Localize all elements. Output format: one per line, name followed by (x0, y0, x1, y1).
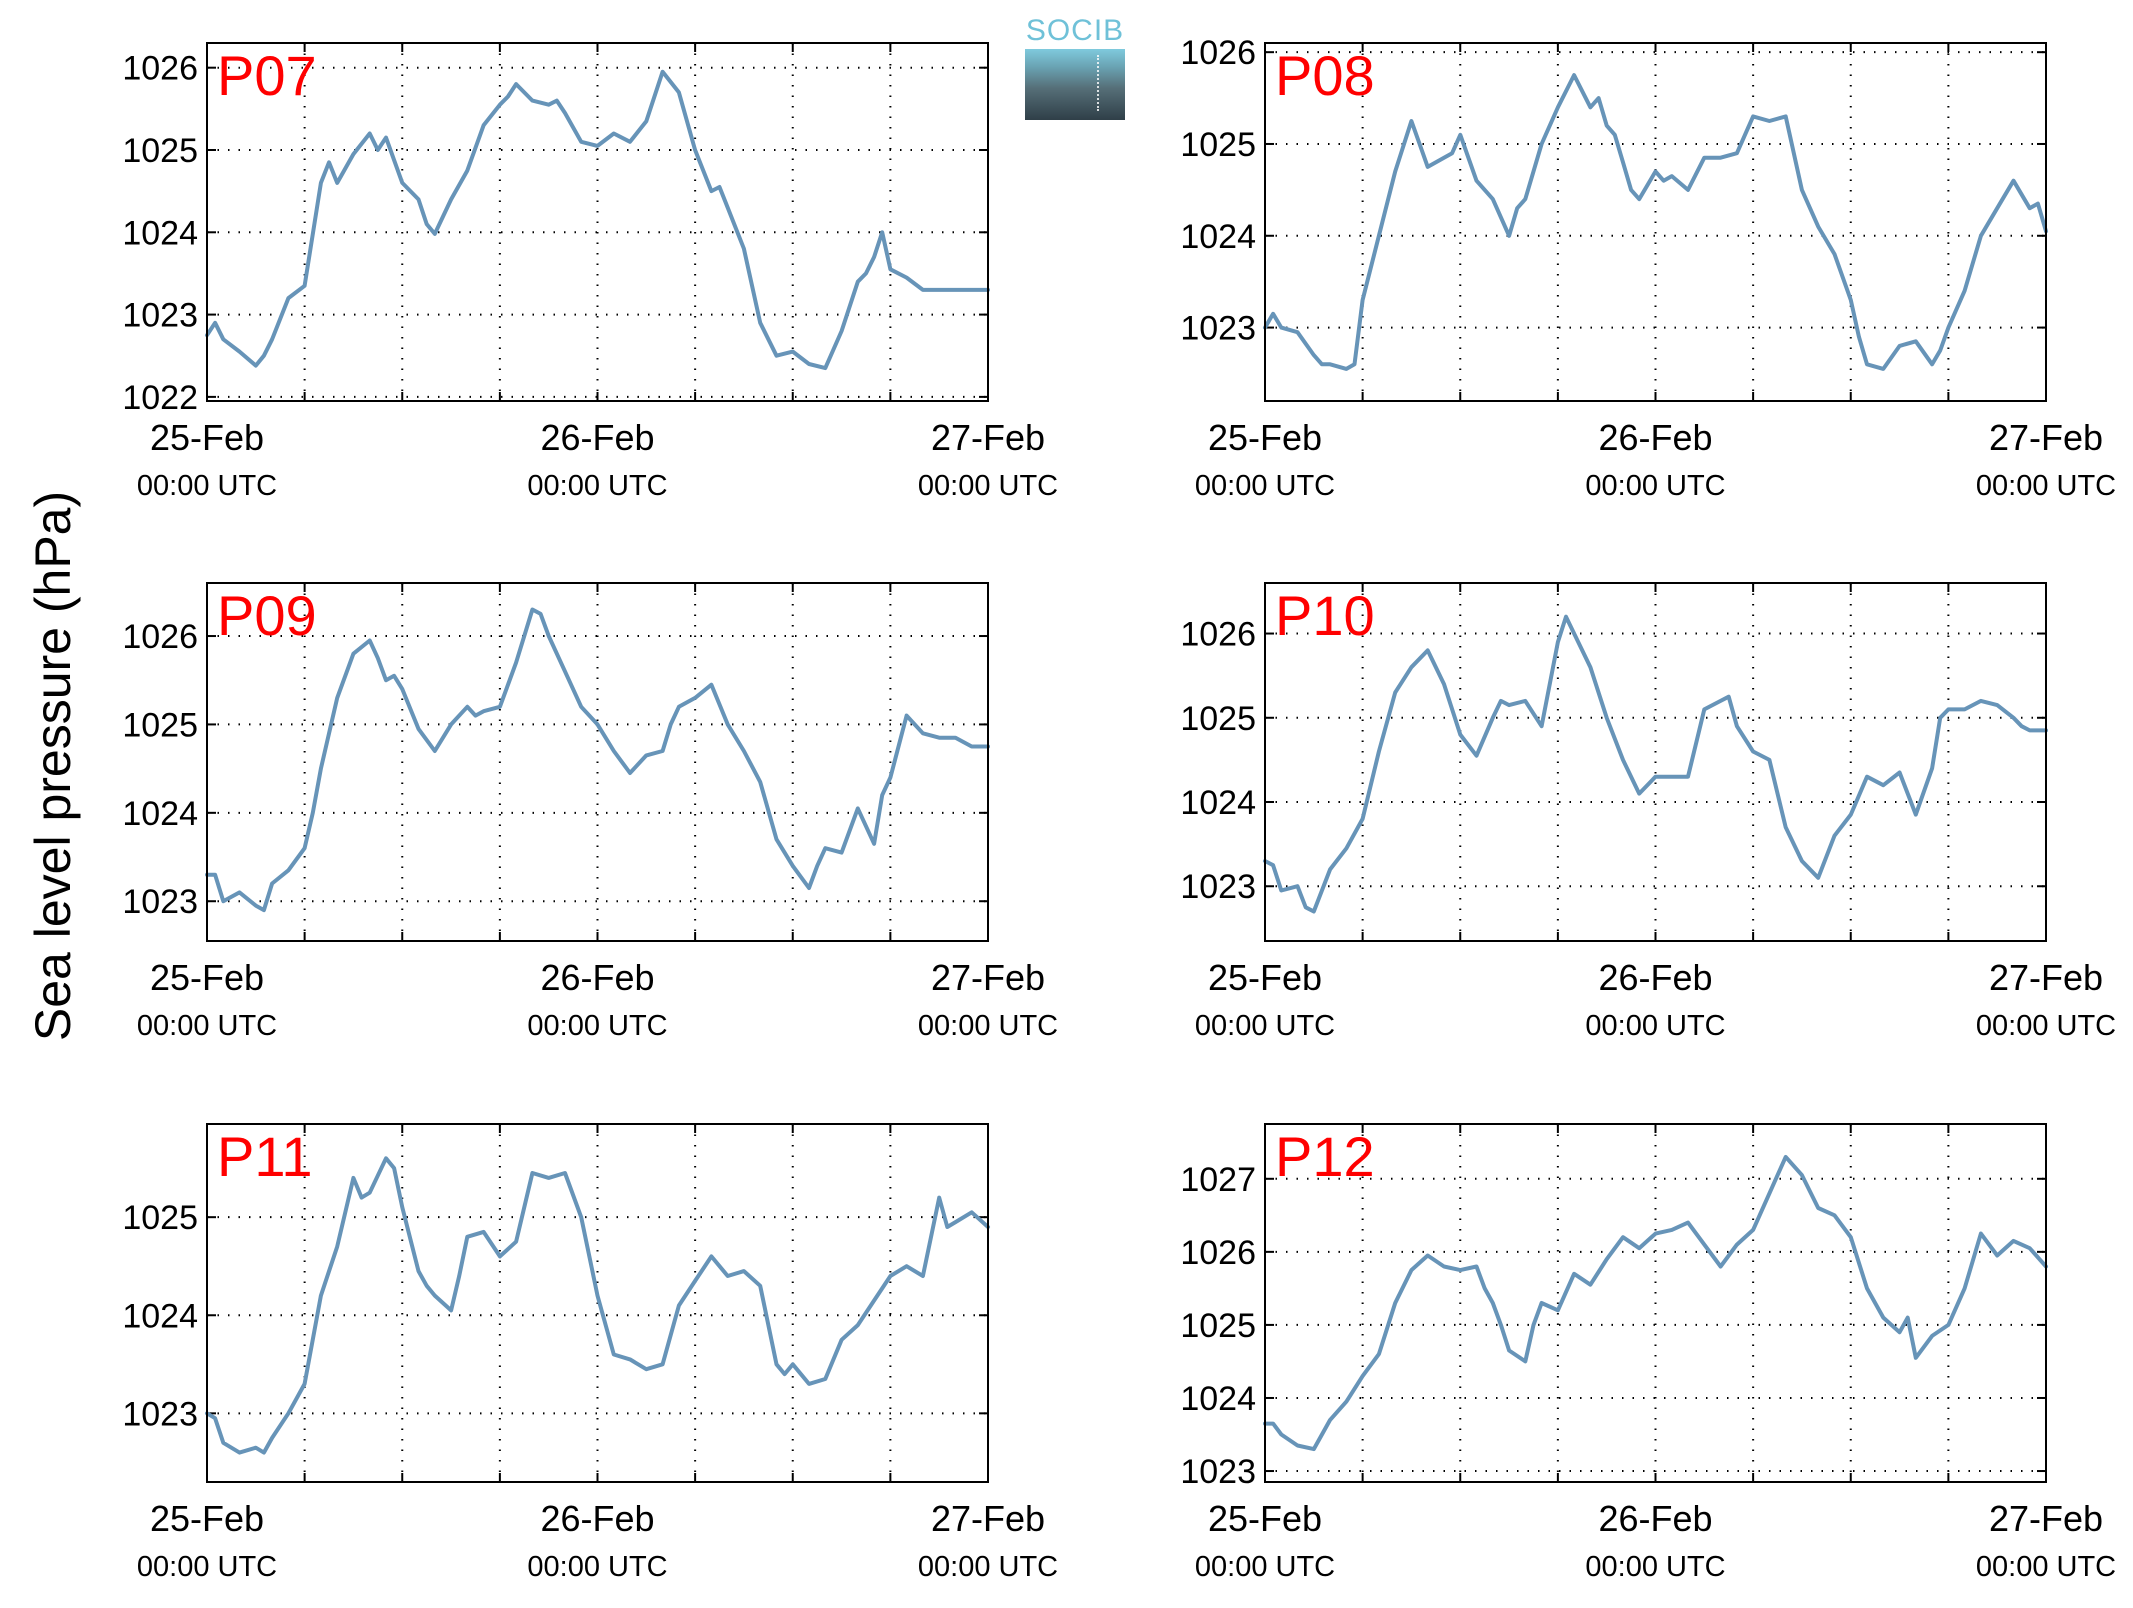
series-line-p11 (205, 1156, 990, 1455)
panel-p10: 1023 1024 1025 1026 25-Feb 00:00 UTC 26-Feb 00:… (1180, 582, 2116, 1042)
x-tick-label-date: 26-Feb (1598, 417, 1712, 458)
x-tick-label-time: 00:00 UTC (1195, 1551, 1335, 1583)
panel-p07: 1022 1023 1024 1025 1026 25-Feb 00:00 UTC 26-Fe… (122, 42, 1058, 502)
logo-text: SOCIB (1025, 14, 1125, 47)
y-tick-label: 1023 (1180, 310, 1256, 348)
x-tick-label-date: 25-Feb (150, 1498, 264, 1539)
y-tick-label: 1023 (122, 1395, 198, 1433)
y-tick-label: 1024 (122, 1297, 198, 1335)
panel-p09: 1023 1024 1025 1026 25-Feb 00:00 UTC 26-Feb 00:… (122, 582, 1058, 1042)
x-tick-label-time: 00:00 UTC (527, 1551, 667, 1583)
panel-label: P12 (1275, 1125, 1375, 1188)
x-tick-label-time: 00:00 UTC (1195, 1010, 1335, 1042)
axes-frame (1264, 42, 2047, 402)
x-tick-label-date: 26-Feb (1598, 1498, 1712, 1539)
x-tick-label-date: 27-Feb (1989, 957, 2103, 998)
x-tick-label-time: 00:00 UTC (918, 470, 1058, 502)
axes-frame (206, 1123, 989, 1483)
y-tick-label: 1023 (122, 297, 198, 335)
panel-label: P09 (217, 584, 317, 647)
series-line-p09 (205, 607, 990, 913)
y-tick-label: 1023 (122, 883, 198, 921)
y-tick-label: 1025 (1180, 700, 1256, 738)
x-tick-label-date: 26-Feb (540, 957, 654, 998)
x-tick-label-date: 26-Feb (540, 1498, 654, 1539)
y-tick-label: 1026 (1180, 616, 1256, 654)
x-tick-label-time: 00:00 UTC (1976, 1010, 2116, 1042)
y-tick-label: 1024 (122, 795, 198, 833)
x-tick-label-date: 25-Feb (1208, 417, 1322, 458)
y-tick-label: 1027 (1180, 1161, 1256, 1199)
x-tick-label-date: 27-Feb (931, 417, 1045, 458)
x-tick-label-time: 00:00 UTC (1976, 1551, 2116, 1583)
y-tick-label: 1025 (1180, 126, 1256, 164)
x-tick-label-time: 00:00 UTC (1195, 470, 1335, 502)
x-tick-label-time: 00:00 UTC (1976, 470, 2116, 502)
x-tick-label-time: 00:00 UTC (918, 1010, 1058, 1042)
logo-graphic (1025, 49, 1125, 120)
y-tick-label: 1024 (1180, 784, 1256, 822)
y-tick-label: 1026 (122, 50, 198, 88)
x-tick-label-date: 26-Feb (540, 417, 654, 458)
x-tick-label-date: 26-Feb (1598, 957, 1712, 998)
x-tick-label-time: 00:00 UTC (137, 1551, 277, 1583)
x-tick-label-date: 27-Feb (1989, 1498, 2103, 1539)
x-tick-label-date: 27-Feb (1989, 417, 2103, 458)
axes-frame (206, 42, 989, 402)
x-tick-label-date: 25-Feb (150, 957, 264, 998)
y-tick-label: 1025 (122, 706, 198, 744)
x-tick-label-time: 00:00 UTC (137, 1010, 277, 1042)
y-tick-label: 1025 (1180, 1307, 1256, 1345)
x-tick-label-time: 00:00 UTC (527, 1010, 667, 1042)
axes-frame (1264, 582, 2047, 942)
y-tick-label: 1026 (1180, 34, 1256, 72)
y-tick-label: 1024 (1180, 1380, 1256, 1418)
x-tick-label-date: 25-Feb (1208, 957, 1322, 998)
y-tick-label: 1023 (1180, 1453, 1256, 1491)
x-tick-label-date: 25-Feb (1208, 1498, 1322, 1539)
x-tick-label-date: 27-Feb (931, 1498, 1045, 1539)
panel-label: P08 (1275, 44, 1375, 107)
series-line-p07 (205, 69, 990, 371)
x-tick-label-time: 00:00 UTC (1585, 470, 1725, 502)
y-tick-label: 1026 (1180, 1234, 1256, 1272)
y-tick-label: 1023 (1180, 868, 1256, 906)
x-tick-label-time: 00:00 UTC (918, 1551, 1058, 1583)
panel-p11: 1023 1024 1025 25-Feb 00:00 UTC 26-Feb 00:00 U… (122, 1123, 1058, 1583)
x-tick-label-time: 00:00 UTC (1585, 1010, 1725, 1042)
x-tick-label-date: 27-Feb (931, 957, 1045, 998)
series-line-p10 (1263, 614, 2048, 914)
y-tick-label: 1025 (122, 1199, 198, 1237)
y-tick-label: 1025 (122, 132, 198, 170)
panel-p12: 1023 1024 1025 1026 1027 25-Feb 00:00 UTC 26-Fe… (1180, 1123, 2116, 1583)
series-line-p08 (1263, 73, 2048, 371)
socib-logo: SOCIB (1025, 16, 1125, 120)
panel-label: P11 (217, 1125, 312, 1188)
series-line-p12 (1263, 1154, 2048, 1452)
panel-label: P10 (1275, 584, 1375, 647)
panel-label: P07 (217, 44, 317, 107)
axes-frame (206, 582, 989, 942)
panel-p08: 1023 1024 1025 1026 25-Feb 00:00 UTC 26-Feb 00:… (1180, 34, 2116, 502)
x-tick-label-date: 25-Feb (150, 417, 264, 458)
y-tick-label: 1026 (122, 618, 198, 656)
x-tick-label-time: 00:00 UTC (1585, 1551, 1725, 1583)
logo-dotted-line (1097, 55, 1099, 111)
axes-frame (1264, 1123, 2047, 1483)
y-tick-label: 1024 (1180, 218, 1256, 256)
x-tick-label-time: 00:00 UTC (527, 470, 667, 502)
y-axis-label: Sea level pressure (hPa) (25, 491, 81, 1041)
y-tick-label: 1022 (122, 379, 198, 417)
y-tick-label: 1024 (122, 214, 198, 252)
x-tick-label-time: 00:00 UTC (137, 470, 277, 502)
